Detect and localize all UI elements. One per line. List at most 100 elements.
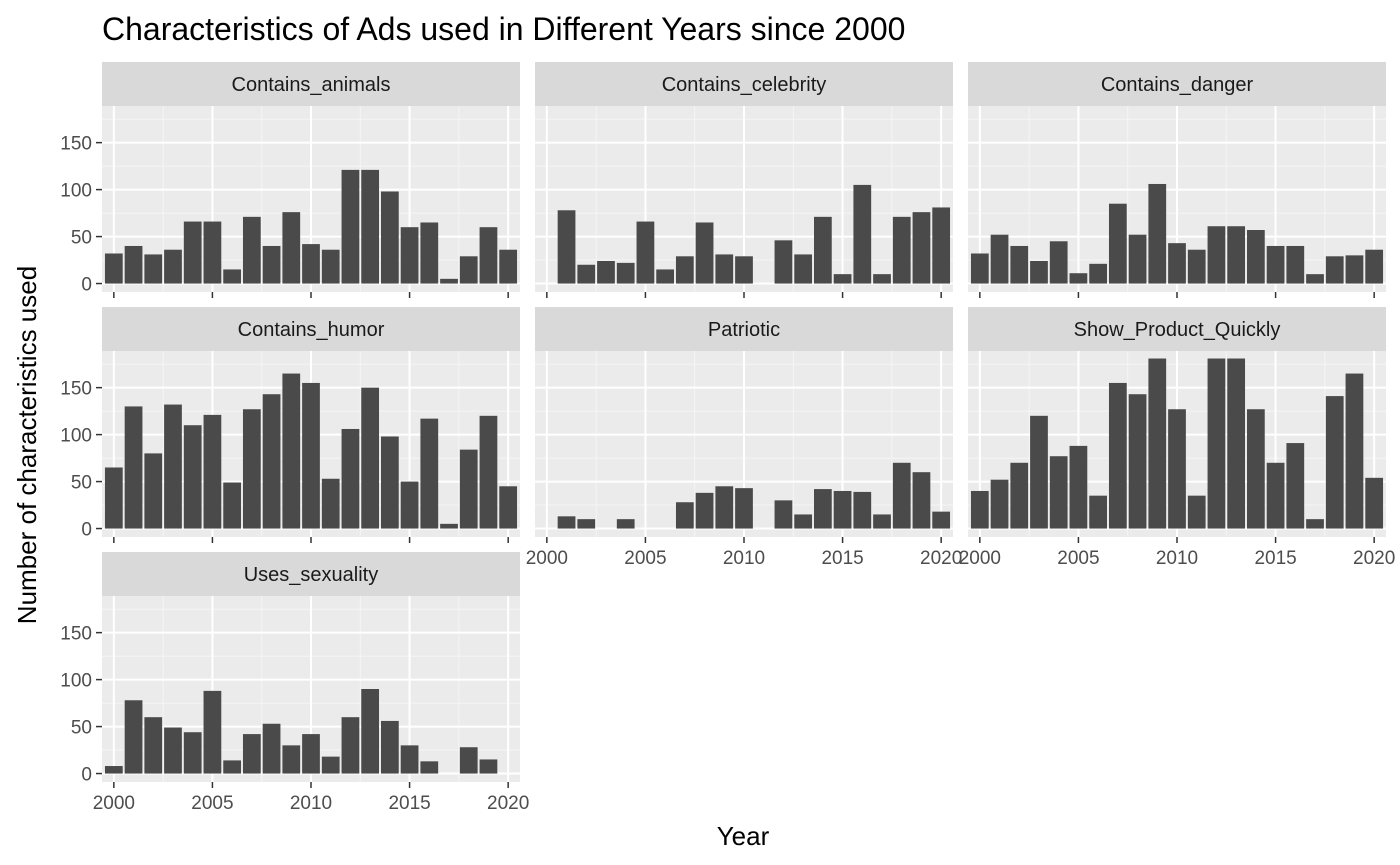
y-tick-label: 0 [81,765,92,786]
bar [932,207,951,284]
bar [361,387,380,529]
bar [321,478,340,529]
x-tick-label: 2005 [1057,548,1099,569]
bar [1286,443,1305,529]
bar [715,254,734,284]
bar [124,245,143,284]
bar [813,216,832,284]
bar [675,502,694,529]
bar [1266,462,1285,529]
bar [970,490,989,529]
y-tick-label: 50 [71,473,92,494]
bar [144,453,163,529]
bar [144,254,163,284]
y-tick-label: 50 [71,718,92,739]
x-tick-label: 2020 [920,548,962,569]
facet-strip [535,62,953,106]
bar [990,234,1009,284]
bar [302,734,320,774]
x-tick-label: 2005 [624,548,666,569]
facet-strip [535,307,953,351]
bar [203,690,222,774]
bar [164,727,182,774]
facet-strip-label: Contains_humor [238,319,385,341]
bar [420,418,439,529]
bar [164,249,182,284]
chart-title: Characteristics of Ads used in Different… [102,11,905,47]
x-tick-label: 2000 [526,548,568,569]
bar [262,723,281,774]
facet-strip-label: Contains_celebrity [662,74,827,96]
bar [833,490,852,529]
bar [1306,519,1324,529]
bar [1168,243,1186,284]
bar [341,169,360,284]
bar [1365,477,1384,529]
bar [715,486,734,529]
bar [557,210,576,284]
bar [1030,415,1048,529]
facet-strip [968,307,1386,351]
y-tick-label: 100 [60,426,92,447]
facet-strip [102,307,520,351]
bar [104,253,123,284]
bar [1266,245,1285,284]
bar [262,394,281,529]
x-tick-label: 2020 [487,793,529,814]
bar [1089,263,1108,284]
bar [1246,230,1265,284]
bar [302,244,320,284]
bar [440,278,458,284]
bar [1325,396,1344,529]
bar [361,169,380,284]
bar [970,253,989,284]
bar [420,222,439,284]
bar [380,436,399,529]
bar [675,256,694,284]
x-tick-label: 2000 [959,548,1001,569]
facet-panels: Contains_animals 0 50 100 150 Contains_celebr… [60,62,1395,814]
bar [124,406,143,529]
bar [912,212,931,284]
bar [892,216,911,284]
facet-strip-label: Contains_animals [232,74,391,96]
bar [1168,409,1186,529]
bar [1246,409,1265,529]
facet-strip-label: Contains_danger [1101,74,1254,96]
bar [1089,495,1108,529]
bar [774,500,793,529]
x-axis-title: Year [717,821,770,851]
bar [282,745,301,774]
bar [321,756,340,774]
bar [616,519,635,529]
bar [1286,245,1305,284]
bar [1148,183,1167,284]
bar [1227,226,1246,284]
y-tick-label: 0 [81,520,92,541]
bar [104,467,123,529]
x-tick-label: 2010 [1156,548,1198,569]
facet-panel: Patriotic 2000 2005 2010 2015 2020 [526,307,962,569]
facet-panel: Contains_animals 0 50 100 150 [60,62,520,298]
bar [794,514,813,529]
facet-strip-label: Uses_sexuality [244,564,379,586]
bar [420,761,439,774]
bar [242,734,261,774]
bar [479,415,498,529]
y-tick-label: 100 [60,671,92,692]
bar [813,489,832,529]
x-tick-label: 2020 [1353,548,1395,569]
bar [242,409,261,529]
bar [833,274,852,284]
bar [912,472,931,529]
bar [557,516,576,529]
facet-strip [968,62,1386,106]
bar [1049,456,1068,529]
x-tick-label: 2015 [821,548,863,569]
bar [1128,394,1147,529]
bar [341,717,360,774]
bar [302,382,320,529]
bar [183,221,202,284]
bar [1207,226,1226,284]
bar [1306,274,1324,284]
